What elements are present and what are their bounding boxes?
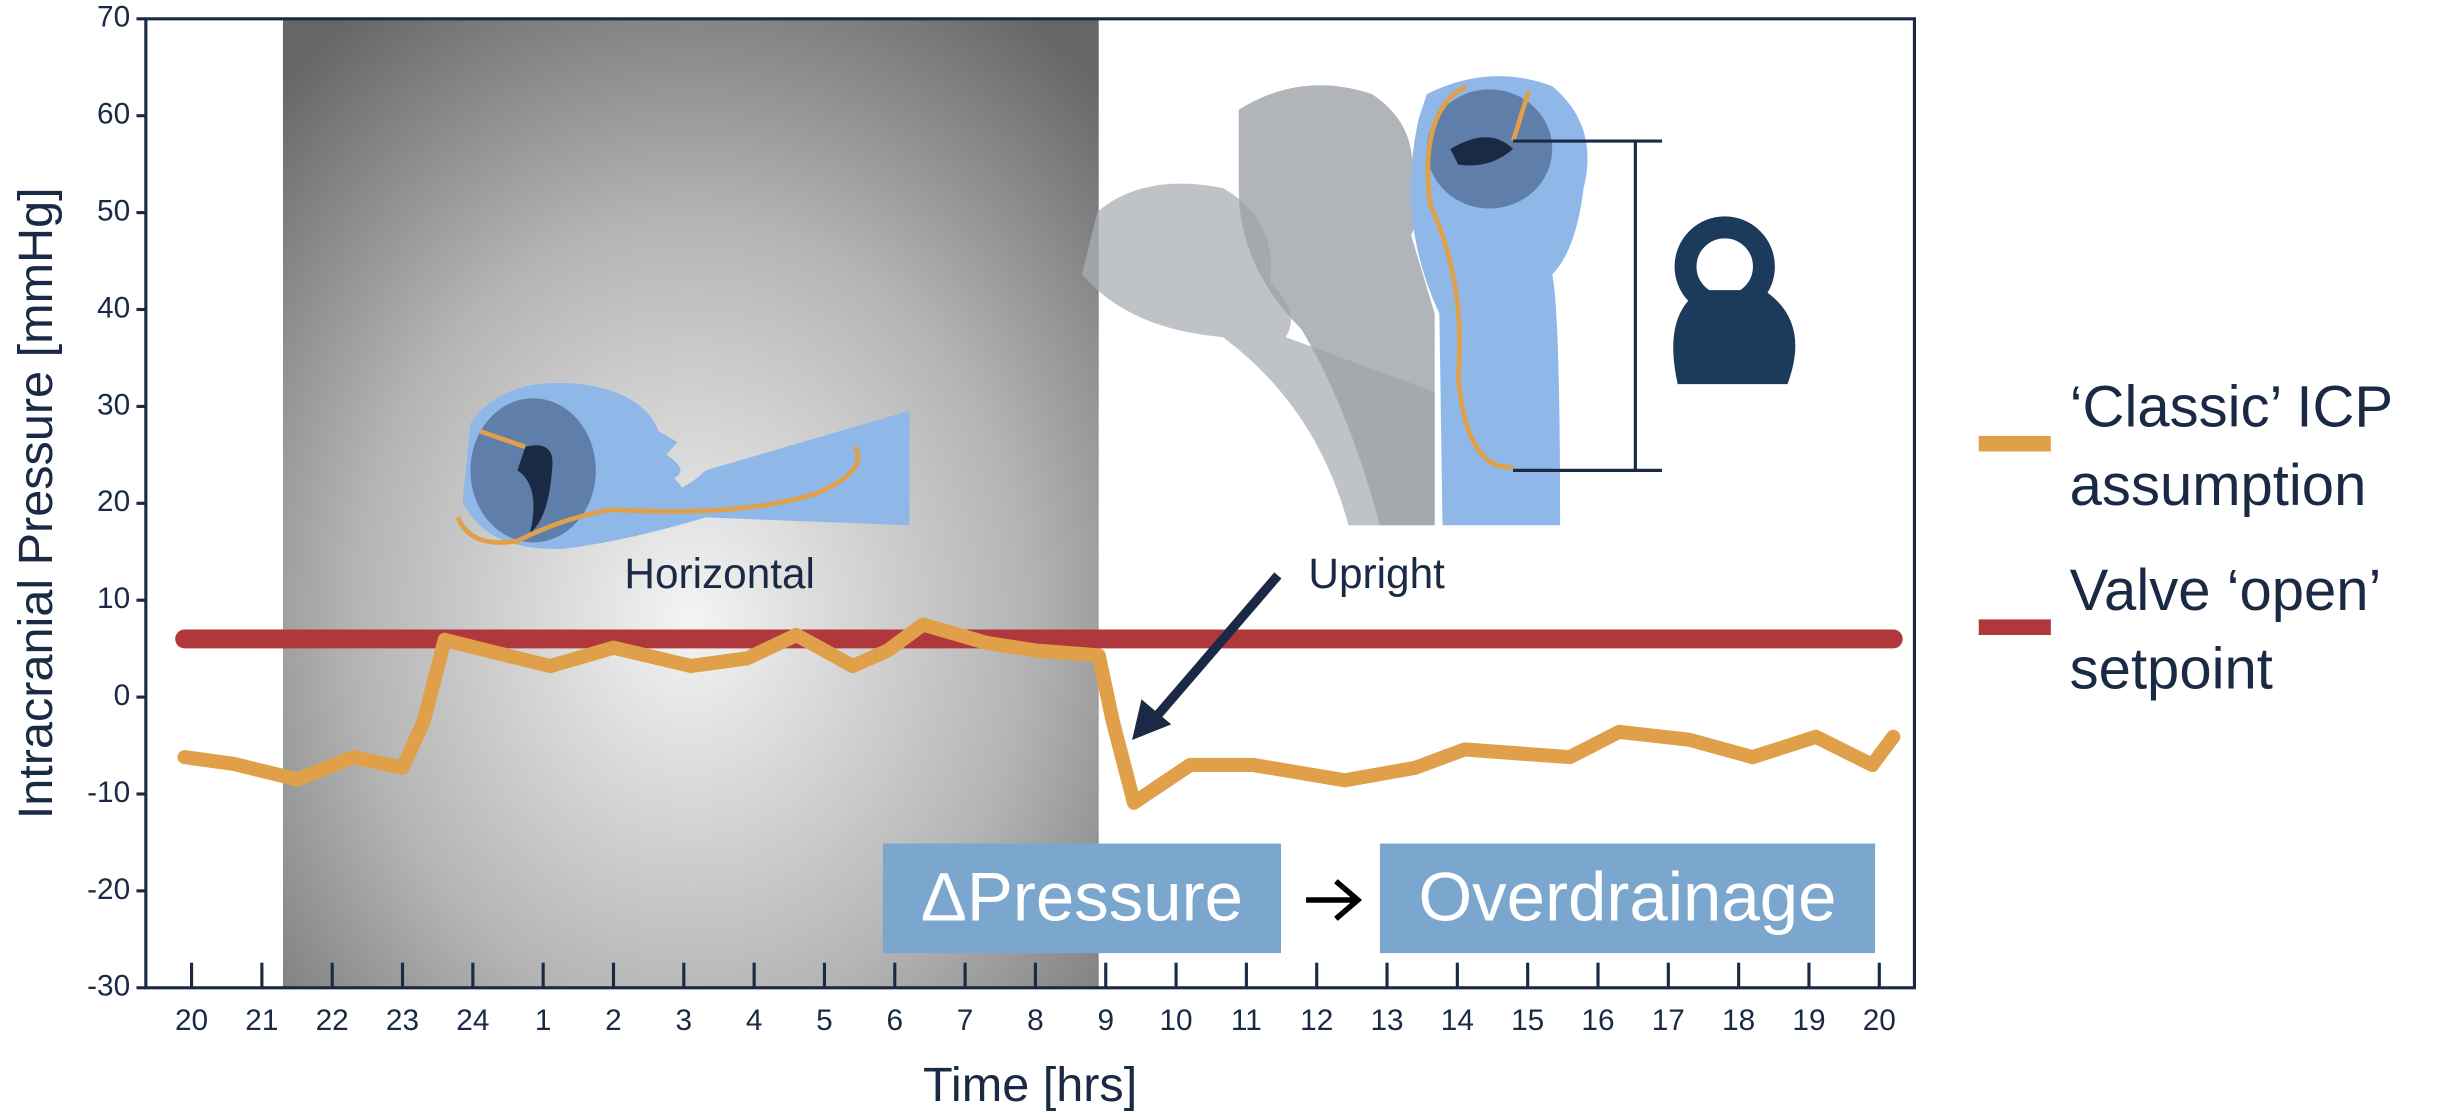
x-tick-label: 19	[1792, 1004, 1825, 1037]
x-tick-label: 17	[1652, 1004, 1685, 1037]
x-tick-label: 9	[1097, 1004, 1114, 1037]
box: ΔPressure	[882, 843, 1282, 954]
x-tick-label: 16	[1581, 1004, 1614, 1037]
y-tick-label: 40	[97, 291, 130, 324]
x-tick-label: 5	[816, 1004, 833, 1037]
box: Overdrainage	[1379, 843, 1876, 954]
x-tick-label: 2	[605, 1004, 622, 1037]
x-tick-label: 12	[1300, 1004, 1333, 1037]
x-axis-title: Time [hrs]	[923, 1058, 1137, 1112]
series-line	[177, 617, 1901, 810]
legend-entry-text: ‘Classic’ ICP assumption	[2069, 374, 2393, 518]
legend-entry: ‘Classic’ ICP assumption	[2069, 374, 2393, 518]
upright-figures	[1081, 76, 1796, 526]
x-tick-label: 24	[456, 1004, 489, 1037]
y-tick-label: 20	[97, 485, 130, 518]
y-tick-label: 70	[97, 1, 130, 34]
y-tick-label: 0	[114, 679, 131, 712]
y-tick-label: 60	[97, 98, 130, 131]
horizontal-figure	[455, 383, 910, 549]
x-tick-label: 7	[957, 1004, 974, 1037]
x-tick-label: 1	[535, 1004, 552, 1037]
upright-arrow-head	[1132, 699, 1172, 741]
flow-arrow	[1306, 879, 1363, 921]
x-tick-label: 10	[1159, 1004, 1192, 1037]
x-tick-label: 6	[886, 1004, 903, 1037]
x-tick-label: 20	[1863, 1004, 1896, 1037]
legend-entry: Valve ‘open’ setpoint	[2069, 558, 2380, 701]
x-tick-label: 20	[175, 1004, 208, 1037]
y-tick-label: 50	[97, 194, 130, 227]
x-tick-label: 14	[1441, 1004, 1474, 1037]
y-tick-label: -20	[87, 873, 130, 906]
y-tick-label: 10	[97, 582, 130, 615]
box-text: ΔPressure	[882, 843, 1282, 954]
x-tick-label: 21	[245, 1004, 278, 1037]
annotation: Horizontal	[624, 550, 815, 597]
upright-arrow	[1148, 572, 1282, 725]
legend-entry-text: Valve ‘open’ setpoint	[2069, 558, 2380, 701]
x-tick-label: 8	[1027, 1004, 1044, 1037]
y-tick-label: -10	[87, 776, 130, 809]
annotation: Upright	[1308, 550, 1445, 597]
x-tick-label: 3	[676, 1004, 693, 1037]
x-tick-label: 11	[1231, 1004, 1262, 1037]
x-tick-label: 22	[316, 1004, 349, 1037]
x-tick-label: 18	[1722, 1004, 1755, 1037]
plot-frame	[144, 17, 1917, 990]
x-tick-label: 15	[1511, 1004, 1544, 1037]
y-tick-label: -30	[87, 970, 130, 1003]
y-axis-title: Intracranial Pressure [mmHg]	[9, 187, 63, 819]
x-tick-label: 4	[746, 1004, 763, 1037]
x-tick-label: 23	[386, 1004, 419, 1037]
x-tick-label: 13	[1370, 1004, 1403, 1037]
y-tick-label: 30	[97, 388, 130, 421]
box-text: Overdrainage	[1379, 843, 1876, 954]
